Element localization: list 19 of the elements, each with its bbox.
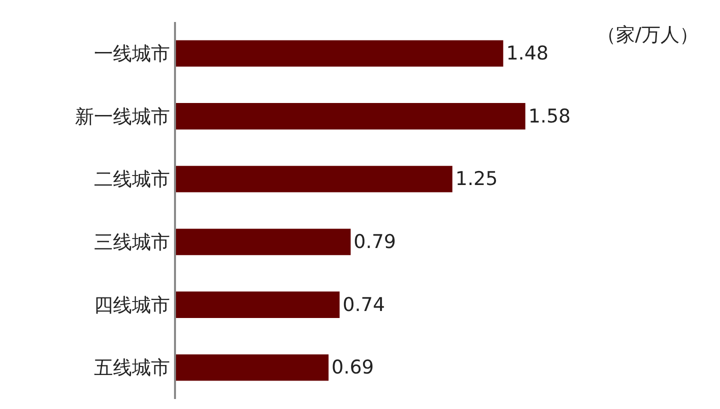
y-tick-label: 三线城市 [94,232,170,254]
y-tick-label: 一线城市 [94,43,170,66]
bar [176,166,452,192]
y-tick-label: 新一线城市 [75,106,170,128]
bar [176,292,340,318]
bar [176,103,526,130]
y-tick-label: 四线城市 [94,294,170,316]
data-label: 0.79 [354,230,396,253]
data-label: 1.58 [528,105,571,128]
data-label: 0.74 [342,294,385,316]
y-tick-label: 二线城市 [94,168,170,191]
text: （家/万人） [597,24,698,46]
y-tick-label: 五线城市 [94,357,170,380]
bar [176,40,504,67]
data-label: 1.48 [506,42,549,64]
data-label: 0.69 [332,356,374,379]
bar [176,354,329,381]
data-label: 1.25 [455,168,498,190]
bar [176,228,351,256]
